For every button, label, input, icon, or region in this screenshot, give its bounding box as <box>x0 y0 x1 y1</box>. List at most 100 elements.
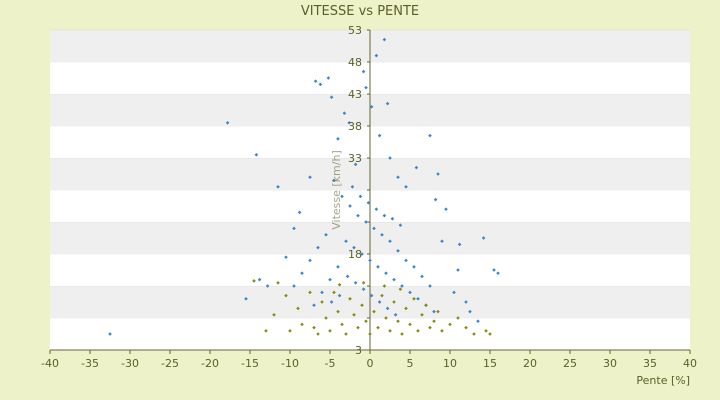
data-point <box>308 175 312 180</box>
y-tick-label: 48 <box>348 56 362 69</box>
data-point <box>297 210 302 215</box>
data-point <box>345 274 350 279</box>
data-point <box>376 325 380 330</box>
data-point <box>390 216 395 221</box>
y-tick-label: 43 <box>348 88 362 101</box>
data-point <box>350 184 355 189</box>
data-point <box>412 296 416 301</box>
data-point <box>366 200 371 205</box>
data-point <box>424 303 428 308</box>
data-point <box>420 274 424 279</box>
data-point <box>300 322 304 327</box>
data-point <box>353 162 358 167</box>
data-point <box>382 284 387 288</box>
data-point <box>440 239 444 244</box>
x-tick-label: 15 <box>483 357 497 370</box>
series-0 <box>108 37 500 336</box>
data-point <box>356 325 360 330</box>
data-point <box>369 293 374 298</box>
data-point <box>492 268 496 272</box>
data-point <box>344 239 348 244</box>
data-point <box>348 296 352 301</box>
data-point <box>384 316 388 320</box>
data-point <box>428 133 432 138</box>
data-point <box>352 245 356 250</box>
data-point <box>436 172 440 176</box>
data-point <box>464 300 468 304</box>
data-point <box>408 290 412 295</box>
data-point <box>342 111 347 116</box>
data-point <box>404 306 408 311</box>
y-tick-label: 18 <box>348 248 362 261</box>
data-point <box>336 264 340 269</box>
data-point <box>292 226 296 231</box>
data-point <box>360 303 364 308</box>
data-point <box>361 280 366 285</box>
data-point <box>392 300 396 304</box>
data-point <box>368 332 372 336</box>
data-point <box>464 325 468 330</box>
data-point <box>440 328 444 333</box>
data-point <box>388 156 392 160</box>
data-point <box>396 248 400 253</box>
data-point <box>252 278 256 283</box>
data-point <box>398 287 403 292</box>
x-tick-label: 10 <box>443 357 457 370</box>
data-point <box>313 79 318 84</box>
data-point <box>472 332 476 336</box>
data-point <box>276 280 280 285</box>
data-point <box>336 136 340 141</box>
data-point <box>372 309 376 314</box>
data-point <box>476 319 480 324</box>
data-point <box>296 306 300 311</box>
data-point <box>308 258 312 263</box>
data-point <box>376 264 380 269</box>
data-point <box>380 293 384 298</box>
data-point <box>396 175 400 180</box>
data-point <box>396 319 400 324</box>
y-tick-labels: 3 18 33 38 43 48 53 <box>348 24 362 357</box>
data-point <box>353 280 358 285</box>
data-point <box>385 101 390 106</box>
data-point <box>344 332 348 336</box>
x-tick-labels: -40 -35 -30 -25 -20 -15 -10 -5 0 5 10 15 20 25 30 35 40 <box>41 357 697 370</box>
data-point <box>284 293 288 298</box>
data-point <box>257 277 262 282</box>
x-tick-label: 0 <box>367 357 374 370</box>
x-tick-label: 5 <box>407 357 414 370</box>
data-point <box>392 277 396 282</box>
x-tick-label: -10 <box>281 357 299 370</box>
data-point <box>108 332 112 336</box>
data-point <box>404 258 408 263</box>
axes <box>49 29 691 354</box>
x-tick-label: 35 <box>643 357 657 370</box>
data-point <box>382 37 387 42</box>
data-point <box>388 328 392 333</box>
data-point <box>308 290 312 295</box>
data-point <box>328 328 332 333</box>
data-point <box>288 328 292 333</box>
y-axis-label: Vitesse [km/h] <box>330 150 343 230</box>
data-point <box>329 95 334 100</box>
data-point <box>448 322 452 327</box>
data-point <box>347 120 352 125</box>
x-tick-label: -5 <box>325 357 336 370</box>
data-point <box>358 194 363 199</box>
data-point <box>420 312 424 317</box>
data-point <box>244 296 248 301</box>
data-point <box>368 258 372 263</box>
data-point <box>432 309 436 314</box>
data-point <box>328 277 332 282</box>
data-point <box>452 290 456 295</box>
chart-title: VITESSE vs PENTE <box>301 4 419 19</box>
data-point <box>456 268 460 272</box>
x-tick-label: 40 <box>683 357 697 370</box>
data-point <box>382 213 387 218</box>
data-point <box>332 178 336 183</box>
data-point <box>398 223 403 228</box>
data-point <box>318 82 323 87</box>
data-point <box>400 332 404 336</box>
data-point <box>324 316 328 320</box>
